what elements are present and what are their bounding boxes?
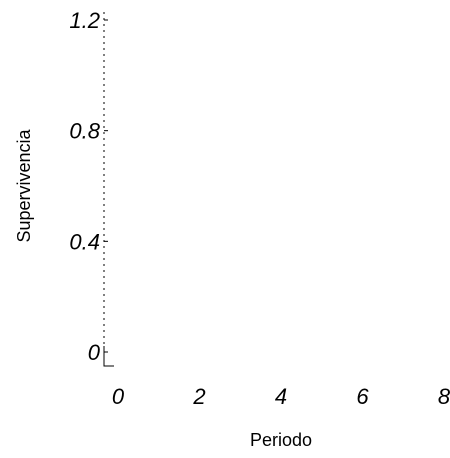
y-axis-label: Supervivencia xyxy=(14,128,34,242)
x-tick-label: 4 xyxy=(275,384,287,409)
x-tick-label: 8 xyxy=(438,384,450,409)
x-axis-label: Periodo xyxy=(250,430,312,450)
y-tick-label: 1.2 xyxy=(69,8,100,33)
x-tick-label: 0 xyxy=(112,384,125,409)
x-ticks: 0 2 4 6 8 xyxy=(112,384,450,409)
y-tick-label: 0.8 xyxy=(69,119,100,144)
y-tick-label: 0.4 xyxy=(69,229,100,254)
y-ticks: 0 0.4 0.8 1.2 xyxy=(69,8,108,365)
x-tick-label: 2 xyxy=(192,384,205,409)
axis-origin-corner xyxy=(103,346,114,367)
y-axis xyxy=(103,12,114,367)
y-tick-label: 0 xyxy=(88,340,101,365)
x-tick-label: 6 xyxy=(356,384,369,409)
